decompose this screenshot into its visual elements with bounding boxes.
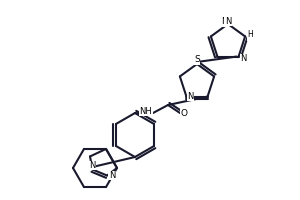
Text: N: N [240, 54, 247, 63]
Text: NH: NH [140, 106, 152, 116]
Text: H: H [247, 30, 253, 39]
Text: N: N [225, 17, 231, 25]
Text: O: O [181, 108, 188, 117]
Text: N: N [89, 161, 96, 170]
Text: H: H [247, 32, 253, 41]
Text: N: N [109, 171, 115, 180]
Text: N: N [220, 18, 227, 26]
Text: N: N [187, 92, 194, 101]
Text: S: S [194, 55, 200, 64]
